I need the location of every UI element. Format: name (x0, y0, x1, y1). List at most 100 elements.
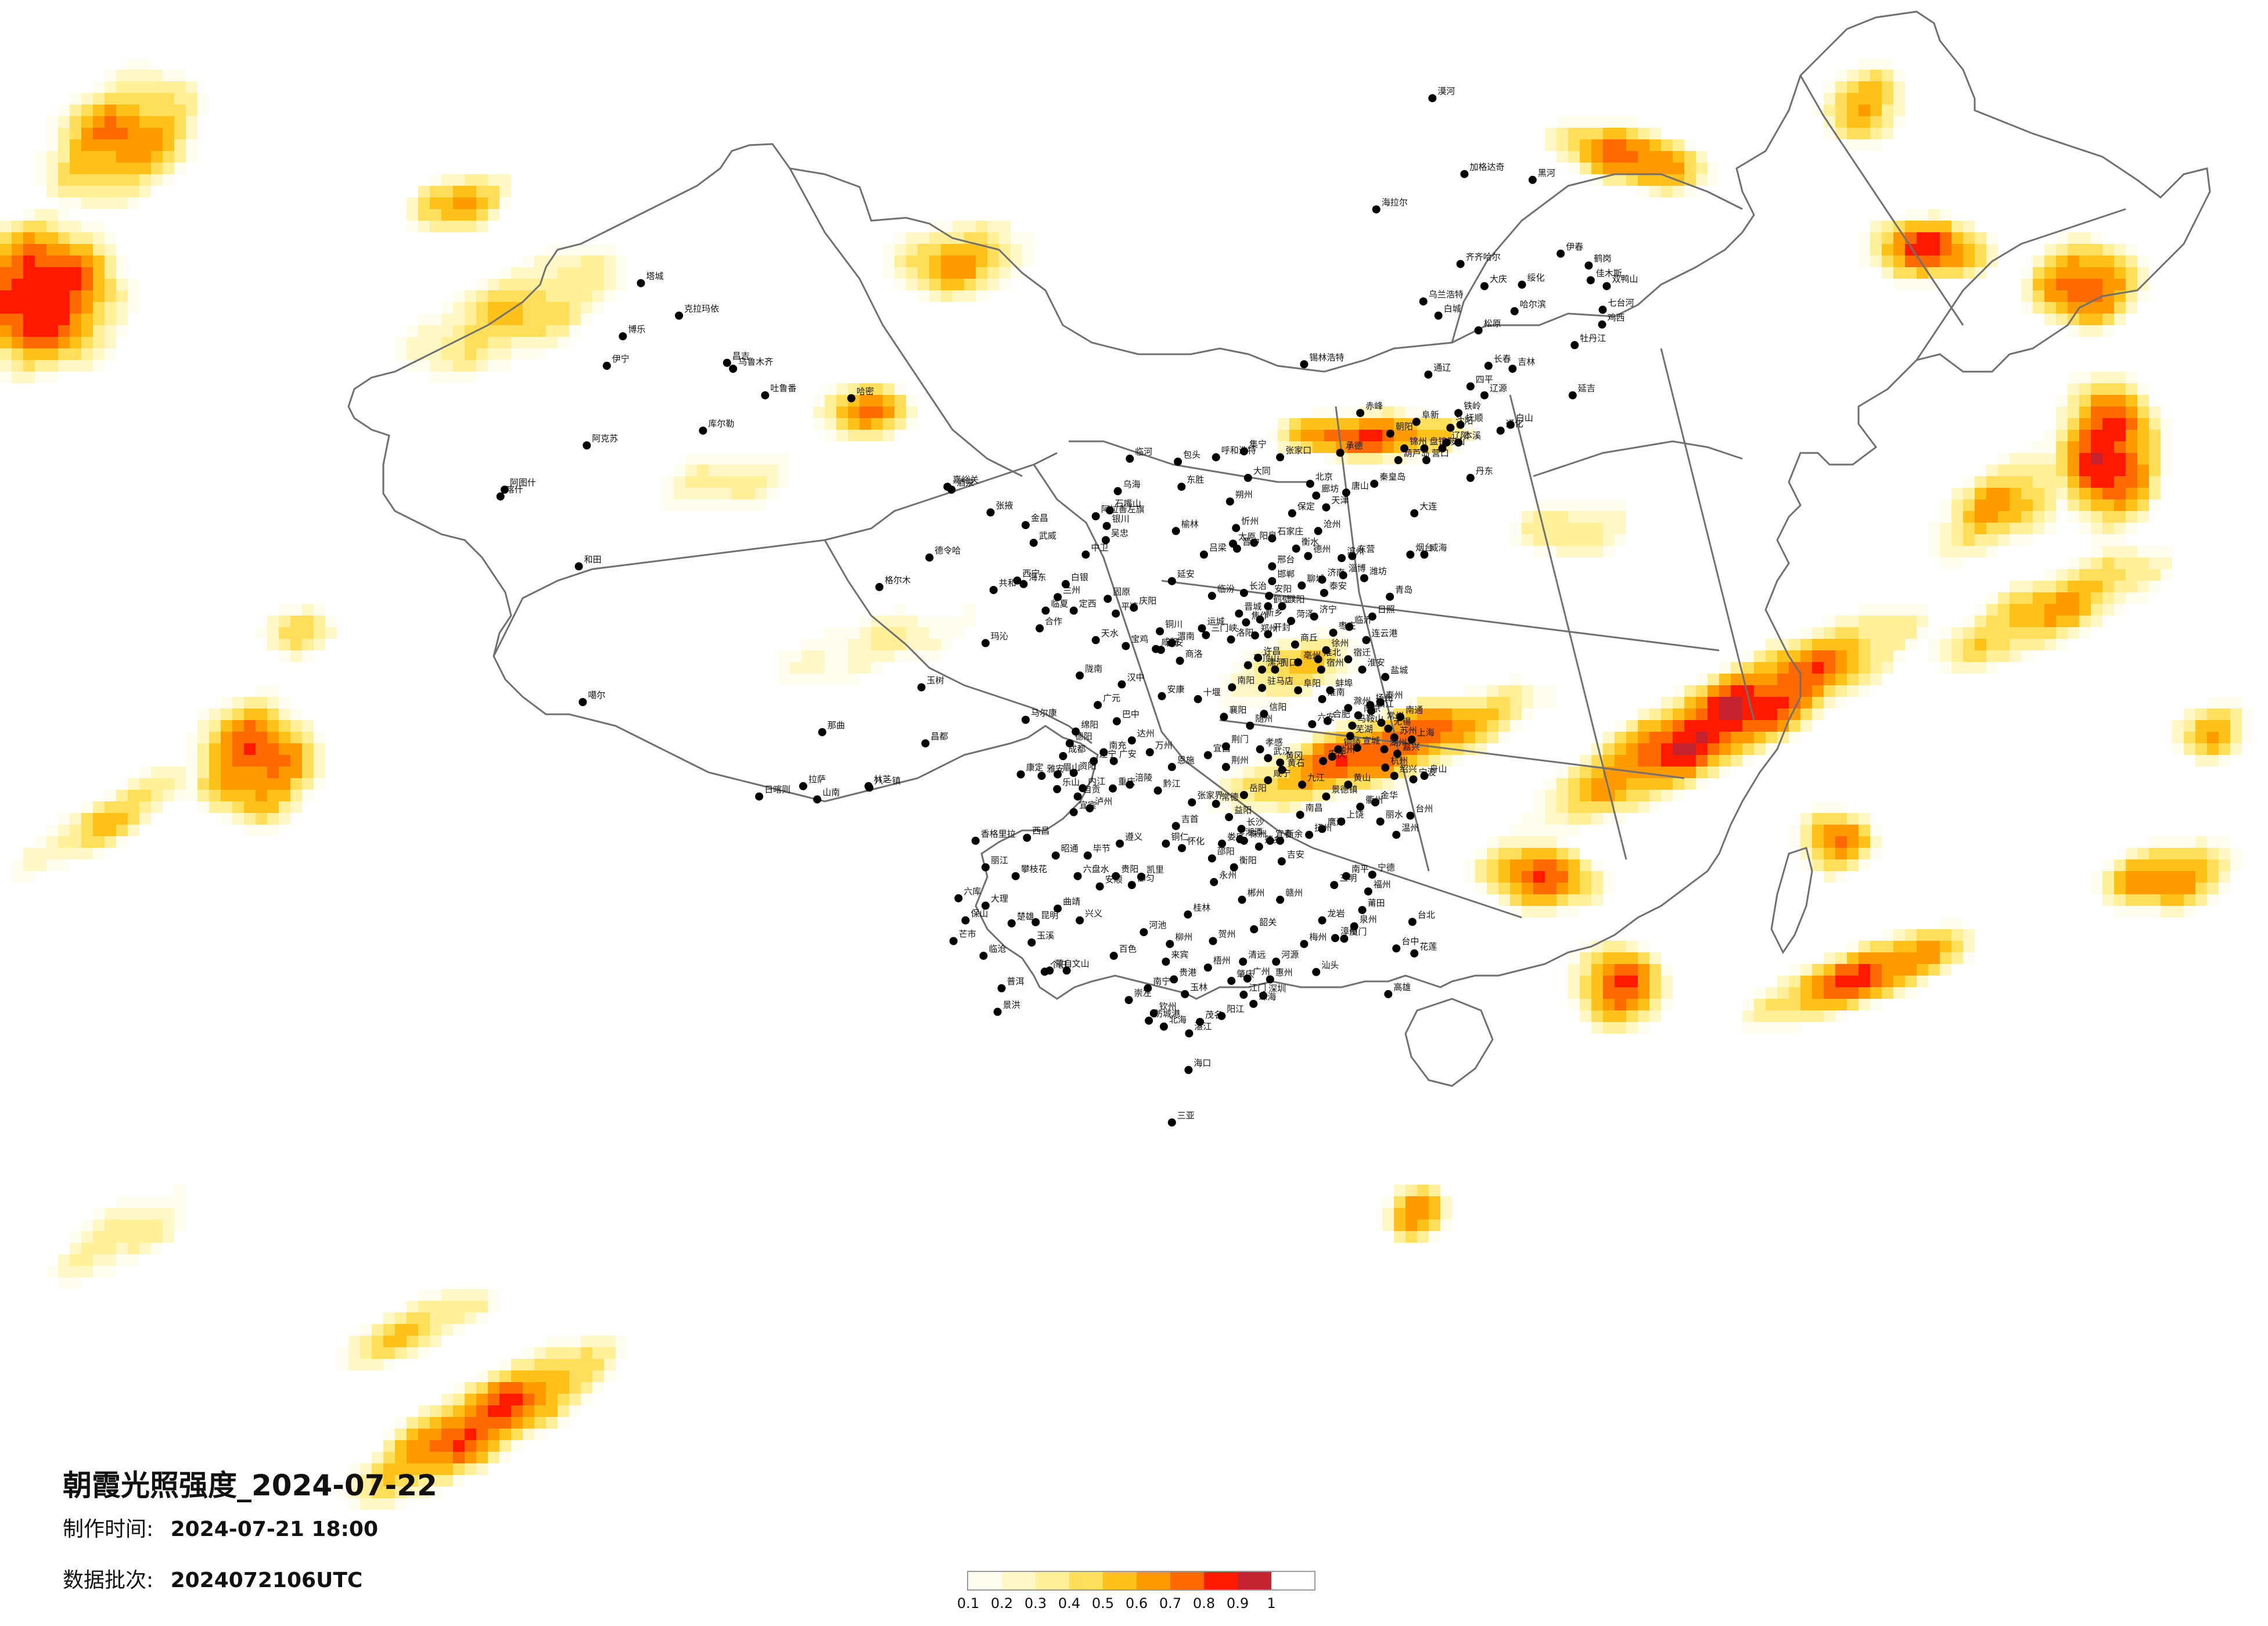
city-label: 长春 (1494, 354, 1511, 364)
city-dot (1210, 877, 1219, 886)
city-label: 铜仁 (1171, 832, 1188, 842)
city-dot (1304, 552, 1313, 560)
city-label: 南通 (1406, 704, 1423, 715)
city-dot (1322, 503, 1331, 512)
city-label: 香格里拉 (981, 829, 1016, 839)
city-label: 山南 (822, 787, 840, 798)
city-dot (1334, 745, 1343, 754)
city-label: 鹤壁 (1273, 594, 1291, 605)
production-time-value: 2024-07-21 18:00 (170, 1517, 378, 1541)
city-dot (1073, 792, 1082, 801)
city-label: 绵阳 (1081, 720, 1098, 730)
city-label: 延安 (1177, 569, 1195, 580)
city-dot (1460, 170, 1469, 178)
city-dot (1474, 326, 1483, 334)
city-label: 安康 (1167, 684, 1185, 695)
city-label: 凯里 (1146, 865, 1164, 875)
city-dot (1156, 627, 1164, 636)
city-dot (1438, 444, 1447, 453)
city-dot (1061, 580, 1070, 588)
city-label: 洛阳 (1237, 627, 1254, 638)
city-dot (1331, 934, 1339, 942)
city-dot (1069, 768, 1078, 777)
city-label: 宣城 (1363, 736, 1380, 746)
city-label: 临夏 (1051, 599, 1068, 609)
city-dot (1202, 631, 1210, 639)
city-dot (1117, 680, 1126, 689)
city-label: 武汉 (1273, 746, 1291, 757)
city-label: 崇左 (1134, 988, 1152, 998)
city-dot (1130, 603, 1138, 612)
city-dot (1484, 361, 1493, 370)
city-label: 九江 (1307, 772, 1325, 783)
city-label: 滨州 (1347, 546, 1364, 556)
city-label: 鸡西 (1608, 312, 1625, 323)
city-dot (1268, 534, 1277, 543)
city-label: 铜川 (1165, 619, 1182, 629)
city-label: 通辽 (1433, 362, 1451, 373)
city-dot (1602, 282, 1611, 290)
city-label: 四平 (1476, 374, 1493, 384)
city-dot (1011, 872, 1020, 880)
city-label: 楚雄 (1017, 911, 1034, 922)
city-dot (925, 553, 934, 562)
city-label: 萍乡 (1264, 834, 1282, 845)
city-label: 昌吉 (732, 351, 750, 361)
city-dot (1254, 653, 1263, 662)
city-label: 眉山 (1063, 762, 1080, 773)
city-label: 达州 (1137, 728, 1155, 739)
province-border (1799, 75, 1964, 326)
city-dot (1177, 483, 1186, 491)
city-dot (1167, 639, 1176, 647)
city-label: 襄阳 (1229, 704, 1246, 715)
city-dot (813, 795, 822, 804)
city-label: 海拉尔 (1382, 197, 1408, 208)
city-dot (1207, 854, 1216, 863)
city-label: 双鸭山 (1612, 274, 1638, 285)
city-label: 广元 (1103, 693, 1120, 703)
city-label: 宜春 (1275, 829, 1293, 839)
city-label: 百色 (1119, 944, 1137, 954)
city-label: 花莲 (1419, 941, 1437, 952)
city-dot (1127, 736, 1136, 744)
city-dot (1031, 918, 1040, 926)
city-dot (1217, 1012, 1226, 1020)
city-label: 乐山 (1062, 777, 1080, 787)
city-dot (1104, 595, 1112, 603)
city-dot (1454, 409, 1463, 418)
city-label: 阜阳 (1303, 678, 1321, 689)
city-label: 郴州 (1248, 887, 1265, 898)
city-label: 大连 (1419, 501, 1437, 512)
city-dot (1220, 713, 1228, 721)
city-label: 汉中 (1127, 672, 1145, 683)
city-label: 抚顺 (1466, 413, 1483, 423)
legend-tick-label: 0.1 (957, 1595, 980, 1611)
city-label: 临沂 (1354, 615, 1372, 625)
city-label: 库尔勒 (708, 419, 734, 429)
city-dot (847, 394, 856, 402)
city-label: 安顺 (1105, 875, 1123, 885)
city-dot (1381, 763, 1390, 772)
city-label: 哈密 (857, 386, 874, 397)
legend-tick-label: 0.3 (1024, 1595, 1047, 1611)
city-dot (1256, 615, 1264, 624)
city-dot (1083, 851, 1092, 860)
city-label: 鹤岗 (1594, 253, 1611, 264)
city-label: 营口 (1432, 448, 1449, 458)
city-label: 宝鸡 (1131, 634, 1148, 645)
city-dot (1305, 830, 1314, 839)
city-label: 湘潭 (1245, 827, 1263, 837)
city-label: 新余 (1285, 829, 1303, 839)
city-dot (1162, 958, 1170, 966)
city-dot (496, 492, 505, 501)
city-label: 朔州 (1235, 490, 1253, 500)
city-label: 黄冈 (1285, 750, 1303, 761)
city-dot (1188, 798, 1196, 807)
legend-tick-label: 0.5 (1091, 1595, 1115, 1611)
city-dot (1112, 717, 1121, 725)
city-dot (1232, 544, 1241, 553)
city-dot (1145, 748, 1154, 757)
city-label: 蚌埠 (1335, 678, 1353, 689)
city-label: 天津 (1331, 495, 1349, 506)
city-dot (1329, 628, 1338, 637)
